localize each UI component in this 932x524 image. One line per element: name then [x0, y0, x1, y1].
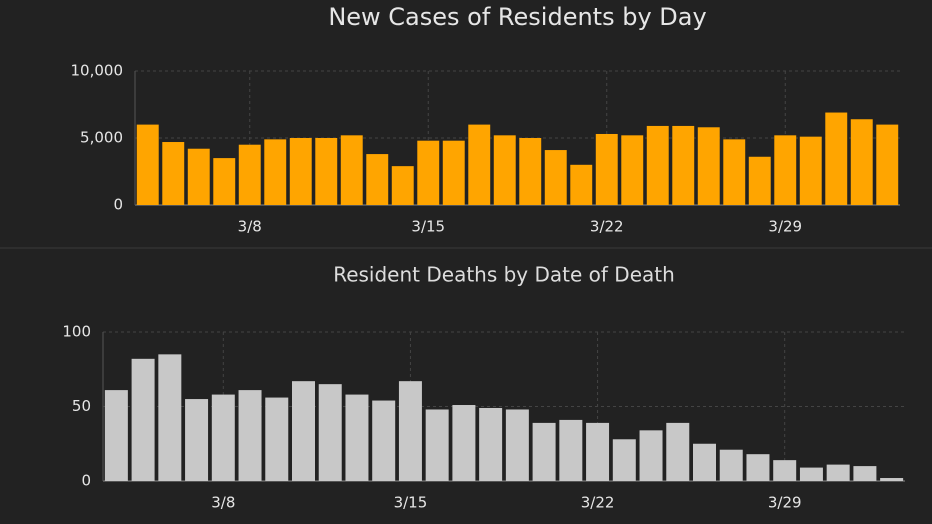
x-tick-label: 3/29	[768, 494, 802, 512]
bar	[265, 397, 289, 481]
bar	[723, 139, 746, 205]
x-tick-label: 3/15	[411, 218, 445, 236]
x-tick-label: 3/22	[590, 218, 624, 236]
bar	[880, 478, 904, 481]
bar	[505, 409, 529, 481]
bar	[398, 381, 422, 481]
bar	[666, 422, 690, 481]
bar	[774, 135, 797, 205]
bar	[372, 400, 396, 481]
bar	[559, 419, 583, 481]
bar	[158, 354, 182, 481]
bar	[238, 144, 261, 205]
bar	[748, 156, 771, 205]
bar	[289, 138, 312, 205]
bar	[612, 439, 636, 481]
x-tick-label: 3/29	[768, 218, 802, 236]
bar	[162, 142, 185, 205]
bar	[213, 158, 236, 205]
bar	[672, 125, 695, 205]
bar	[425, 409, 449, 481]
bar	[532, 422, 556, 481]
bar	[366, 154, 389, 205]
bar	[519, 138, 542, 205]
bar	[493, 135, 516, 205]
bar	[876, 124, 899, 205]
bar	[340, 135, 363, 205]
bar	[697, 127, 720, 205]
bar	[853, 466, 877, 481]
bar	[586, 422, 610, 481]
bar	[185, 399, 209, 481]
bar	[826, 464, 850, 481]
bar	[693, 443, 716, 481]
chart-title: Resident Deaths by Date of Death	[333, 263, 675, 287]
bar	[468, 124, 491, 205]
y-tick-label: 5,000	[80, 129, 123, 147]
bar	[315, 138, 338, 205]
y-tick-label: 50	[72, 397, 91, 415]
bar	[825, 112, 848, 205]
bar	[639, 430, 663, 481]
x-tick-label: 3/22	[581, 494, 615, 512]
bar	[318, 384, 342, 481]
x-tick-label: 3/8	[211, 494, 235, 512]
bar	[131, 358, 155, 481]
x-tick-label: 3/15	[394, 494, 428, 512]
bar	[264, 139, 287, 205]
bar	[544, 150, 567, 205]
bar	[850, 119, 873, 205]
bar	[479, 407, 503, 481]
bar	[746, 454, 770, 481]
y-tick-label: 100	[62, 323, 91, 341]
bar	[595, 133, 618, 205]
bar	[345, 394, 369, 481]
x-tick-label: 3/8	[238, 218, 262, 236]
bar	[442, 140, 465, 205]
bar	[417, 140, 440, 205]
bar	[104, 390, 128, 481]
bar	[773, 460, 797, 481]
y-tick-label: 10,000	[71, 62, 124, 80]
bar	[719, 449, 743, 481]
bar	[391, 166, 414, 205]
bar	[570, 164, 593, 205]
bar	[136, 124, 159, 205]
bar	[799, 136, 822, 205]
bar	[187, 148, 210, 205]
bar	[452, 405, 476, 481]
bar	[238, 390, 262, 481]
bar	[621, 135, 644, 205]
bar	[211, 394, 235, 481]
y-tick-label: 0	[113, 196, 123, 214]
y-tick-label: 0	[81, 472, 91, 490]
bar	[292, 381, 315, 481]
chart-title: New Cases of Residents by Day	[328, 3, 706, 31]
bar	[646, 125, 669, 205]
bar	[799, 467, 823, 481]
